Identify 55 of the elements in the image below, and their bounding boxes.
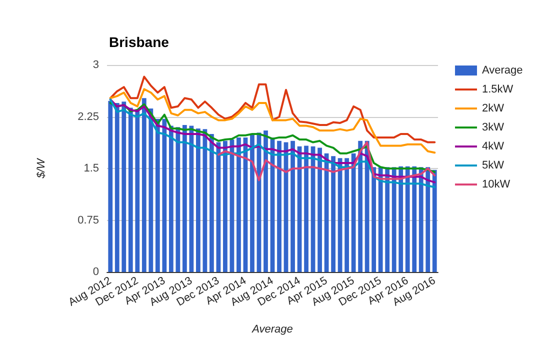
legend-label: 1.5kW <box>482 84 514 96</box>
y-tick-label: 0.75 <box>78 214 99 226</box>
bar <box>142 98 146 272</box>
bar <box>128 108 133 272</box>
bar <box>168 126 174 272</box>
bar <box>162 118 167 272</box>
bar <box>358 140 363 272</box>
line-series <box>217 141 436 182</box>
bar <box>108 100 113 272</box>
legend-label: Average <box>482 64 523 76</box>
bar <box>405 166 410 272</box>
bar <box>426 167 430 272</box>
bar <box>236 137 241 272</box>
legend-label: 4kW <box>482 140 505 152</box>
bar <box>290 140 295 272</box>
bar <box>344 158 349 272</box>
y-tick-label: 2.25 <box>78 110 99 123</box>
bar <box>122 102 126 272</box>
bar <box>378 167 383 272</box>
bar <box>418 167 424 272</box>
bar <box>331 156 336 272</box>
bar <box>223 140 228 272</box>
y-axis-title: $/W <box>36 157 48 180</box>
chart-title: Brisbane <box>109 34 170 50</box>
legend-label: 10kW <box>482 178 511 190</box>
bar <box>135 110 140 272</box>
bar <box>250 134 254 272</box>
legend-label: 5kW <box>482 160 505 172</box>
legend-label: 2kW <box>482 102 505 114</box>
bar <box>351 153 356 272</box>
legend-label: 3kW <box>482 122 505 134</box>
y-tick-label: 1.5 <box>84 162 99 174</box>
bar <box>155 118 160 272</box>
bar <box>277 140 282 272</box>
bar <box>264 130 268 272</box>
line-series <box>109 102 436 173</box>
bar <box>114 102 120 272</box>
bar <box>196 128 200 272</box>
bar <box>189 126 194 272</box>
bar <box>210 134 214 272</box>
x-axis-title: Average <box>251 324 293 336</box>
y-tick-label: 0 <box>92 266 99 278</box>
bar <box>385 167 390 272</box>
bar <box>432 170 437 272</box>
bar <box>176 127 180 272</box>
line-series <box>109 76 436 144</box>
line-series <box>109 88 436 154</box>
y-tick-label: 3 <box>92 59 99 71</box>
bar <box>398 166 404 272</box>
bar <box>372 167 376 272</box>
bar <box>318 148 322 272</box>
bar <box>148 108 154 272</box>
bar <box>304 146 308 272</box>
bar <box>182 125 187 272</box>
bar <box>412 166 417 272</box>
